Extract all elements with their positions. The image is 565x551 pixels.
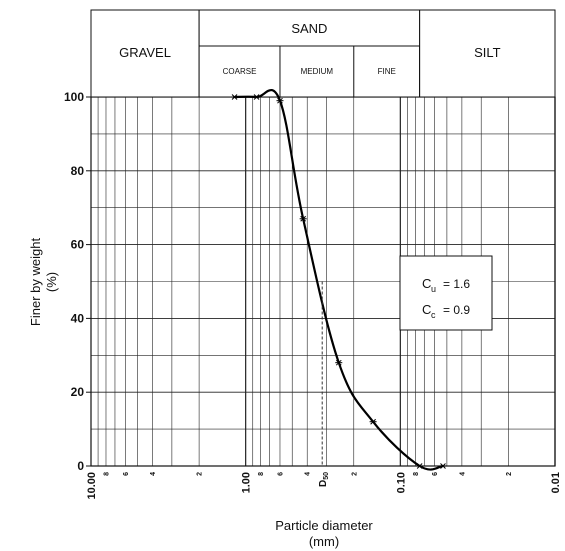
data-point xyxy=(416,463,424,469)
x-minor-tick-label: 8 xyxy=(103,472,110,476)
x-minor-tick-label: 2 xyxy=(197,472,204,476)
x-axis-label: Particle diameter xyxy=(275,518,373,533)
y-tick-label: 40 xyxy=(71,311,85,325)
coefficient-box: C u = 1.6 C c = 0.9 xyxy=(399,255,493,331)
data-point xyxy=(335,359,343,366)
x-minor-tick-label: 6 xyxy=(432,472,439,476)
y-tick-label: 20 xyxy=(71,385,85,399)
x-minor-tick-label: 4 xyxy=(305,472,312,476)
data-point-stroke xyxy=(277,97,283,104)
data-point xyxy=(299,215,307,222)
x-minor-tick-label: 2 xyxy=(351,472,358,476)
data-point xyxy=(231,94,239,100)
axes: 0 20 40 60 80 100 10.00 1.00 0.10 0.01 8 6 4 2 8 6 4 2 8 6 4… xyxy=(64,90,562,500)
cu-value: = 1.6 xyxy=(443,277,470,291)
data-point xyxy=(253,94,261,100)
y-tick-label: 100 xyxy=(64,90,84,104)
cu-subscript: u xyxy=(431,284,436,294)
data-point-stroke xyxy=(300,215,306,222)
header-sublabel-fine: FINE xyxy=(378,67,396,76)
cu-symbol: C xyxy=(422,276,431,291)
x-minor-tick-label: 4 xyxy=(459,472,466,476)
data-point-stroke xyxy=(416,463,423,469)
x-minor-tick-label: 8 xyxy=(258,472,265,476)
x-minor-tick-label: 2 xyxy=(506,472,513,476)
x-minor-tick-label: 6 xyxy=(123,472,130,476)
d50-label-main: D xyxy=(318,480,329,487)
header-cell-silt xyxy=(419,9,556,98)
y-axis-unit: (%) xyxy=(44,272,59,292)
cc-value: = 0.9 xyxy=(443,303,470,317)
data-point-stroke xyxy=(253,94,260,100)
data-markers xyxy=(231,94,447,469)
y-tick-label: 0 xyxy=(77,459,84,473)
x-tick-label: 0.01 xyxy=(550,472,562,493)
data-point-stroke xyxy=(231,94,238,100)
x-tick-label: 10.00 xyxy=(86,472,98,500)
data-point xyxy=(276,97,284,104)
header-label-silt: SILT xyxy=(474,45,501,60)
data-point xyxy=(439,463,447,469)
data-point-stroke xyxy=(370,418,376,425)
header-label-sand: SAND xyxy=(291,21,327,36)
x-axis-unit: (mm) xyxy=(309,534,339,549)
header-sublabel-medium: MEDIUM xyxy=(301,67,334,76)
x-minor-tick-label: 6 xyxy=(277,472,284,476)
x-tick-label: 1.00 xyxy=(241,472,253,493)
gradation-curve-layer xyxy=(234,89,444,471)
x-minor-tick-label: 8 xyxy=(413,472,420,476)
cc-subscript: c xyxy=(431,310,436,320)
data-point-stroke xyxy=(335,359,342,366)
header-cell-gravel xyxy=(90,9,200,98)
data-point-stroke xyxy=(440,463,446,469)
y-tick-label: 60 xyxy=(71,238,85,252)
data-point xyxy=(369,418,377,425)
header-label-gravel: GRAVEL xyxy=(119,45,171,60)
y-axis-label: Finer by weight xyxy=(28,238,43,327)
classification-header: GRAVEL SAND COARSE MEDIUM FINE SILT xyxy=(90,9,556,98)
d50-label-sub: 50 xyxy=(323,472,330,480)
header-sublabel-coarse: COARSE xyxy=(223,67,257,76)
header-cell-sand xyxy=(198,9,421,98)
x-minor-tick-label: 4 xyxy=(150,472,157,476)
gradation-curve xyxy=(234,89,444,471)
y-tick-label: 80 xyxy=(71,164,85,178)
d50-label: D50 xyxy=(318,472,330,487)
x-tick-label: 0.10 xyxy=(395,472,407,493)
cc-symbol: C xyxy=(422,302,431,317)
coefficient-box-frame xyxy=(399,255,493,331)
